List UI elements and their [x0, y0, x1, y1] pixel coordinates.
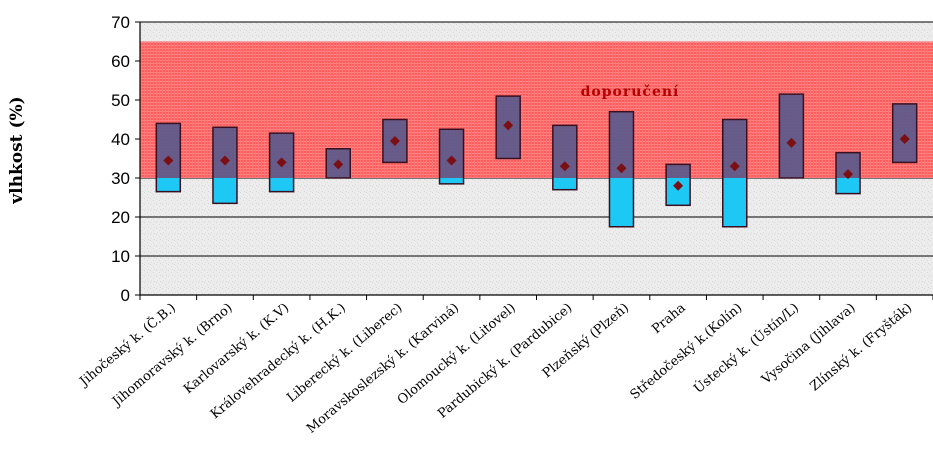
bar-outline [155, 122, 182, 193]
y-tick-label: 0 [121, 286, 130, 305]
bar-group [212, 126, 238, 205]
bar-outline [438, 128, 465, 185]
mean-marker [276, 157, 287, 168]
bar-in-range [892, 103, 917, 163]
bar-outline [495, 95, 521, 160]
bar-outline [382, 118, 408, 164]
y-tick-label: 20 [111, 208, 130, 227]
bar-below-range [269, 178, 294, 192]
bar-in-range [156, 123, 181, 178]
bar-group [891, 103, 918, 164]
bar-below-range [609, 178, 634, 227]
bar-group [495, 95, 521, 160]
mean-marker [389, 135, 400, 146]
mean-marker [219, 155, 230, 166]
bar-below-range [439, 178, 464, 184]
bar-outline [268, 132, 295, 193]
bar-below-range [552, 178, 577, 190]
bar-group [722, 118, 748, 228]
mean-marker [446, 155, 457, 166]
bar-outline [835, 151, 861, 195]
x-tick-label: Praha [649, 300, 689, 337]
bar-group [325, 148, 351, 179]
bar-group [608, 110, 635, 228]
x-tick-label: Ústecký k. (Ústín/L) [690, 299, 802, 397]
x-tick-label: Zlínský k. (Fryšták) [807, 301, 915, 395]
x-tick-label: Vysočina (Jihlava) [758, 301, 858, 389]
mean-marker [673, 180, 684, 191]
bar-in-range [439, 129, 464, 178]
bar-outline [665, 163, 691, 207]
bar-in-range [269, 133, 294, 178]
y-tick-label: 30 [111, 169, 130, 188]
bar-group [382, 118, 408, 164]
bar-below-range [836, 178, 861, 194]
bar-outline [891, 103, 918, 164]
bar-outline [778, 93, 805, 179]
y-tick-label: 10 [111, 247, 130, 266]
y-tick-label: 60 [111, 52, 130, 71]
mean-marker [899, 134, 910, 144]
mean-marker [843, 169, 854, 180]
bar-outline [212, 126, 238, 205]
recommended-band [140, 41, 933, 178]
bar-group [155, 122, 182, 193]
mean-marker [616, 163, 627, 174]
y-tick-label: 70 [111, 13, 130, 32]
y-tick-label: 50 [111, 91, 130, 110]
bar-group [665, 163, 691, 207]
bar-outline [552, 124, 578, 191]
bar-below-range [156, 178, 181, 192]
recommended-band-label: doporučení [581, 84, 680, 100]
y-axis-label: vlhkost (%) [7, 96, 27, 204]
bar-outline [325, 148, 351, 179]
x-tick-label: Karlovarský k. (K.V) [181, 301, 292, 398]
x-tick-label: Jihočeský k. (Č.B.) [74, 299, 179, 391]
bar-below-range [722, 178, 747, 227]
mean-marker [559, 161, 570, 172]
bar-in-range [212, 127, 237, 178]
bar-in-range [666, 164, 691, 178]
bar-group [552, 124, 578, 191]
x-tick-label: Středočeský k.(Kolín) [627, 301, 745, 403]
mean-marker [163, 155, 174, 166]
bar-group [268, 132, 295, 193]
mean-marker [503, 120, 514, 131]
mean-marker [729, 161, 740, 172]
mean-marker [333, 159, 344, 170]
mean-marker [786, 137, 797, 148]
bar-outline [722, 118, 748, 228]
bar-in-range [779, 94, 804, 178]
bar-group [835, 151, 861, 195]
bar-outline [608, 110, 635, 228]
bar-group [778, 93, 805, 179]
bar-group [438, 128, 465, 185]
bar-below-range [212, 178, 237, 204]
y-tick-label: 40 [111, 130, 130, 149]
